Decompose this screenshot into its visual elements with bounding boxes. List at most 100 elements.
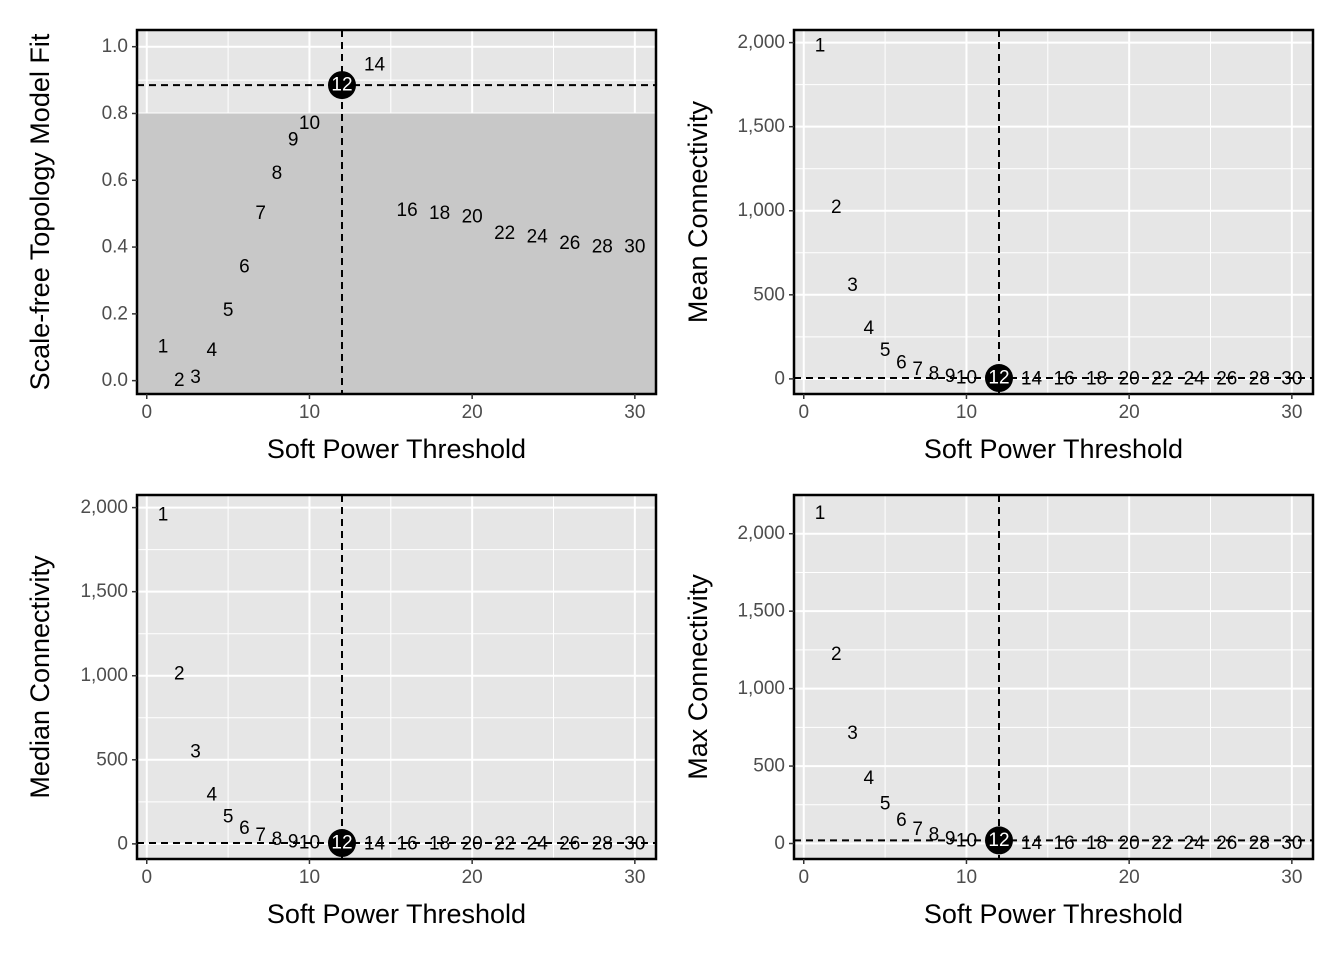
panel-background [137,495,656,859]
y-tick-label: 1.0 [102,36,128,57]
point-label: 22 [1151,368,1172,389]
point-label: 30 [624,237,645,258]
y-tick-label: 1,500 [80,581,128,602]
selected-point-label: 12 [331,833,352,854]
point-label: 18 [1086,368,1107,389]
point-label: 28 [1249,833,1270,854]
point-label: 9 [288,831,299,852]
panel-background [794,30,1313,394]
point-label: 2 [174,370,185,391]
point-label: 4 [207,785,218,806]
selected-point-label: 12 [331,75,352,96]
point-label: 7 [912,359,923,380]
point-label: 14 [364,833,386,854]
point-label: 1 [815,503,826,524]
point-label: 20 [462,207,483,228]
point-label: 9 [288,130,299,151]
point-label: 5 [880,794,891,815]
point-label: 2 [831,644,842,665]
y-axis-title: Median Connectivity [25,555,55,799]
point-label: 3 [847,275,858,296]
point-label: 14 [364,55,386,76]
y-axis-title: Scale-free Topology Model Fit [25,33,55,390]
panel-border [792,493,1315,861]
x-tick-label: 10 [956,402,977,423]
point-label: 22 [494,833,515,854]
point-label: 9 [945,828,956,849]
y-tick-label: 0.8 [102,103,128,124]
point-label: 7 [255,203,266,224]
y-tick-label: 2,000 [737,32,785,53]
point-label: 3 [190,367,201,388]
panel-border [135,493,658,861]
point-label: 4 [864,318,875,339]
point-label: 22 [1151,833,1172,854]
y-tick-label: 1,000 [80,665,128,686]
y-tick-label: 1,500 [737,601,785,622]
point-label: 24 [527,227,549,248]
point-label: 8 [272,163,283,184]
x-axis-title: Soft Power Threshold [267,434,526,464]
point-label: 6 [896,352,907,373]
x-tick-label: 10 [299,867,320,888]
x-tick-label: 10 [299,402,320,423]
point-label: 26 [559,233,580,254]
point-label: 6 [239,818,250,839]
panel-background [794,495,1313,859]
point-label: 1 [815,35,826,56]
point-label: 7 [912,819,923,840]
y-tick-label: 0 [774,368,785,389]
point-label: 30 [1281,833,1302,854]
x-tick-label: 0 [798,402,809,423]
point-label: 20 [1119,368,1140,389]
point-label: 14 [1021,833,1043,854]
point-label: 9 [945,366,956,387]
point-label: 16 [397,833,418,854]
point-label: 16 [1054,368,1075,389]
y-tick-label: 500 [753,284,785,305]
point-label: 2 [174,664,185,685]
point-label: 20 [462,833,483,854]
point-label: 1 [158,337,169,358]
x-tick-label: 20 [1119,867,1140,888]
x-axis-title: Soft Power Threshold [924,434,1183,464]
point-label: 10 [299,113,320,134]
point-label: 10 [299,833,320,854]
selected-point-marker [327,71,356,100]
point-label: 18 [429,203,450,224]
y-tick-label: 0.0 [102,370,128,391]
point-label: 16 [397,200,418,221]
point-label: 5 [223,300,234,321]
selected-point-marker [984,826,1013,855]
point-label: 3 [190,742,201,763]
point-label: 24 [527,833,549,854]
below-threshold-region [137,113,656,394]
panel-border [135,28,658,396]
point-label: 5 [880,340,891,361]
y-tick-label: 2,000 [737,523,785,544]
y-tick-label: 0.2 [102,303,128,324]
point-label: 24 [1184,833,1206,854]
point-label: 3 [847,723,858,744]
point-label: 8 [272,829,283,850]
y-axis-title: Mean Connectivity [683,100,713,323]
x-tick-label: 10 [956,867,977,888]
x-tick-label: 0 [141,402,152,423]
selected-point-marker [327,829,356,858]
selected-point-label: 12 [988,368,1009,389]
point-label: 18 [429,833,450,854]
y-tick-label: 1,500 [737,116,785,137]
y-tick-label: 500 [96,749,128,770]
point-label: 6 [896,810,907,831]
point-label: 26 [1216,368,1237,389]
x-tick-label: 20 [462,867,483,888]
point-label: 28 [592,237,613,258]
y-tick-label: 1,000 [737,200,785,221]
point-label: 5 [223,806,234,827]
y-tick-label: 500 [753,756,785,777]
x-tick-label: 20 [1119,402,1140,423]
point-label: 30 [624,833,645,854]
x-tick-label: 30 [1281,867,1302,888]
x-axis-title: Soft Power Threshold [924,899,1183,929]
